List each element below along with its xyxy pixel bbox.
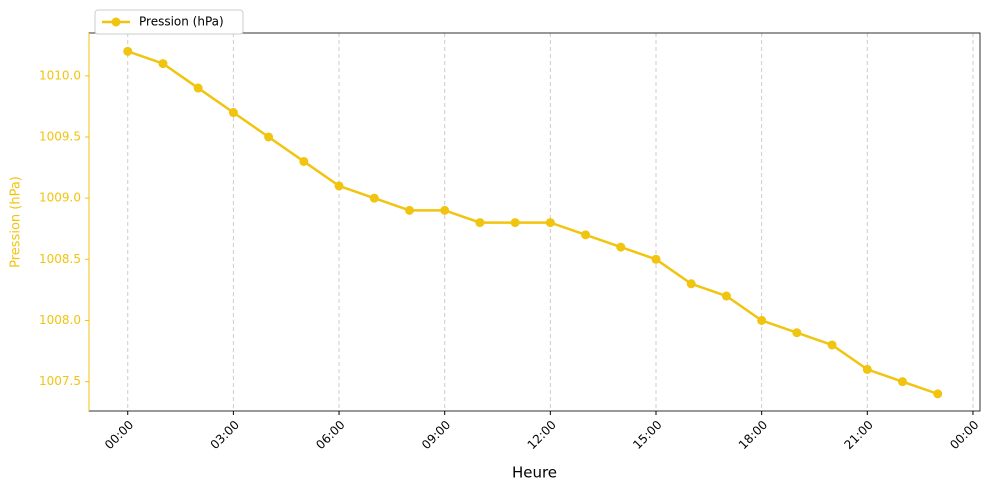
y-tick-label: 1008.0 <box>39 313 81 327</box>
point <box>228 108 238 118</box>
point <box>933 389 943 399</box>
point <box>898 377 908 387</box>
point <box>616 242 626 252</box>
y-tick-label: 1007.5 <box>39 374 81 388</box>
legend-label: Pression (hPa) <box>139 15 224 29</box>
point <box>404 205 414 215</box>
point <box>651 254 661 264</box>
x-tick-label: 15:00 <box>630 418 664 452</box>
legend: Pression (hPa) <box>94 9 244 35</box>
point <box>792 328 802 338</box>
legend-box <box>94 9 244 35</box>
point <box>686 279 696 289</box>
point <box>757 315 767 325</box>
x-tick-label: 09:00 <box>419 418 453 452</box>
point <box>123 46 133 56</box>
point <box>721 291 731 301</box>
point <box>193 83 203 93</box>
y-tick-label: 1010.0 <box>39 68 81 82</box>
x-tick-label: 03:00 <box>208 418 242 452</box>
point <box>581 230 591 240</box>
point <box>299 156 309 166</box>
point <box>862 364 872 374</box>
legend-marker <box>111 17 121 27</box>
line <box>127 50 939 396</box>
x-tick-label: 00:00 <box>947 418 981 452</box>
point <box>440 205 450 215</box>
point <box>545 218 555 228</box>
x-axis-label: Heure <box>512 464 557 482</box>
x-tick-label: 06:00 <box>313 418 347 452</box>
point <box>369 193 379 203</box>
y-tick-label: 1009.0 <box>39 191 81 205</box>
point <box>827 340 837 350</box>
point <box>475 218 485 228</box>
point <box>510 218 520 228</box>
point <box>158 59 168 69</box>
y-tick-label: 1009.5 <box>39 129 81 143</box>
x-tick-label: 00:00 <box>102 418 136 452</box>
y-axis-label: Pression (hPa) <box>9 176 24 268</box>
x-tick-label: 12:00 <box>525 418 559 452</box>
y-tick-label: 1008.5 <box>39 252 81 266</box>
x-tick-label: 21:00 <box>842 418 876 452</box>
point <box>264 132 274 142</box>
point <box>334 181 344 191</box>
x-tick-label: 18:00 <box>736 418 770 452</box>
